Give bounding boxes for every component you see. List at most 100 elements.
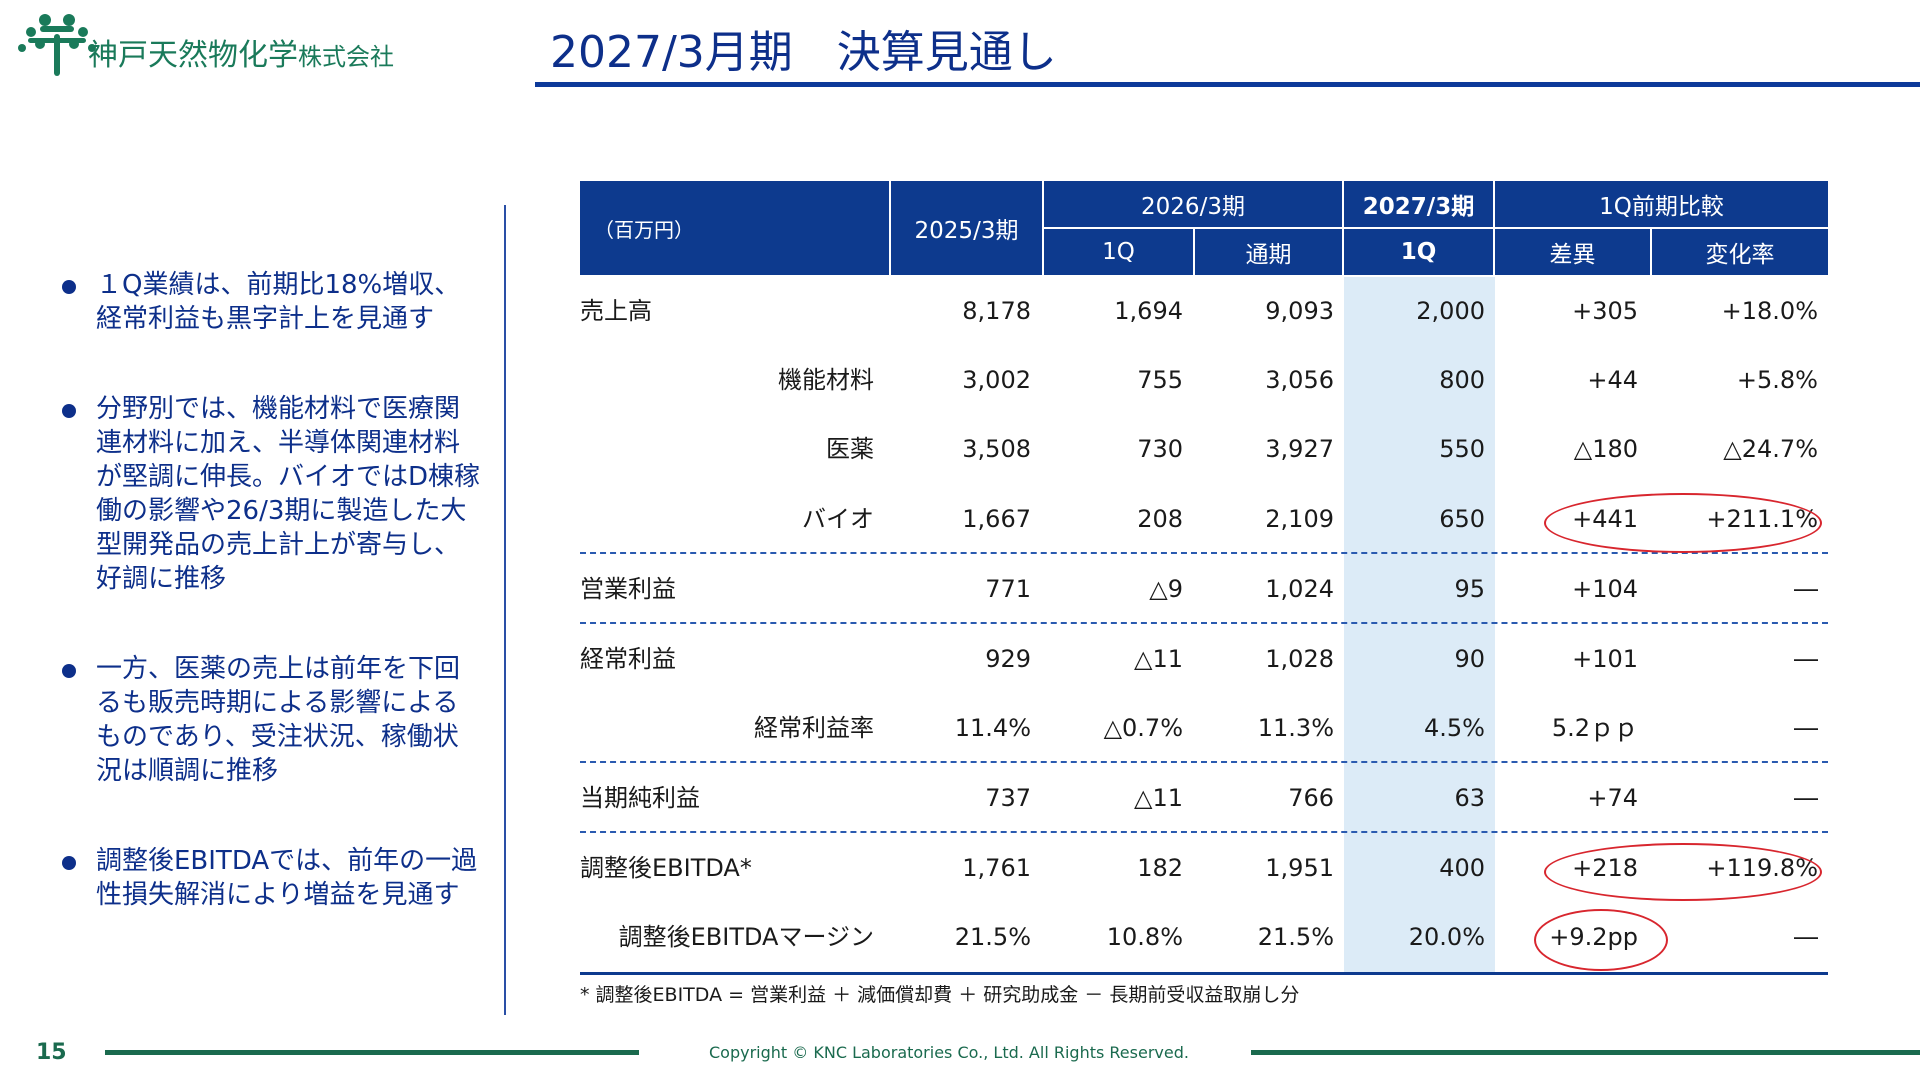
vertical-divider [504, 205, 506, 1015]
cell-rate: ― [1794, 714, 1818, 742]
row-label: 経常利益率 [754, 714, 874, 742]
cell-diff: +305 [1572, 297, 1638, 325]
cell-rate: ― [1794, 923, 1818, 951]
company-logo: 神戸天然物化学株式会社 [18, 12, 488, 82]
bullet-item: １Q業績は、前期比18%増収、経常利益も黒字計上を見通す [62, 268, 482, 336]
cell-2026-full: 766 [1288, 784, 1334, 812]
copyright: Copyright © KNC Laboratories Co., Ltd. A… [709, 1043, 1189, 1062]
row-label: 売上高 [580, 297, 652, 325]
cell-2026-full: 3,056 [1265, 366, 1334, 394]
cell-2026-1q: 1,694 [1114, 297, 1183, 325]
cell-2026-full: 3,927 [1265, 435, 1334, 463]
footer-rule-left [105, 1050, 639, 1055]
header-rate: 変化率 [1652, 229, 1828, 275]
header-group-2027: 2027/3期 [1344, 181, 1493, 227]
cell-2026-full: 11.3% [1257, 714, 1334, 742]
cell-2027-1q: 95 [1454, 575, 1485, 603]
cell-2026-1q: △0.7% [1103, 714, 1183, 742]
table-row: 当期純利益 737 △11 766 63 +74 ― [580, 764, 1828, 833]
table-row: 機能材料 3,002 755 3,056 800 +44 +5.8% [580, 346, 1828, 415]
cell-2027-1q: 800 [1439, 366, 1485, 394]
bullet-text: １Q業績は、前期比18%増収、経常利益も黒字計上を見通す [96, 270, 461, 334]
cell-2025: 21.5% [954, 923, 1031, 951]
cell-diff: +104 [1572, 575, 1638, 603]
table-row: 売上高 8,178 1,694 9,093 2,000 +305 +18.0% [580, 277, 1828, 346]
cell-2026-full: 9,093 [1265, 297, 1334, 325]
header-2026-1q: 1Q [1044, 229, 1193, 275]
annotation-circle-bio [1544, 493, 1822, 553]
annotation-circle-ebitda [1544, 843, 1822, 901]
bullet-dot-icon [62, 280, 76, 294]
cell-2026-full: 21.5% [1257, 923, 1334, 951]
cell-2026-1q: △11 [1134, 784, 1183, 812]
table-row: 医薬 3,508 730 3,927 550 △180 △24.7% [580, 415, 1828, 484]
row-label: 医薬 [826, 435, 874, 463]
cell-2025: 1,667 [962, 505, 1031, 533]
cell-rate: △24.7% [1723, 435, 1818, 463]
company-name-suffix: 株式会社 [298, 43, 394, 71]
bullet-text: 分野別では、機能材料で医療関連材料に加え、半導体関連材料が堅調に伸長。バイオでは… [96, 394, 481, 594]
cell-2026-1q: 730 [1137, 435, 1183, 463]
footer-rule-right [1251, 1050, 1920, 1055]
row-label: 調整後EBITDA* [580, 854, 752, 882]
footnote: * 調整後EBITDA = 営業利益 ＋ 減価償却費 ＋ 研究助成金 － 長期前… [580, 984, 1300, 1006]
cell-diff: △180 [1573, 435, 1638, 463]
table-row: 経常利益 929 △11 1,028 90 +101 ― [580, 625, 1828, 694]
cell-2027-1q: 400 [1439, 854, 1485, 882]
bullet-item: 分野別では、機能材料で医療関連材料に加え、半導体関連材料が堅調に伸長。バイオでは… [62, 392, 482, 596]
cell-2026-full: 1,951 [1265, 854, 1334, 882]
table-bottom-rule [580, 972, 1828, 975]
cell-diff: +101 [1572, 645, 1638, 673]
cell-2026-1q: 208 [1137, 505, 1183, 533]
cell-2027-1q: 4.5% [1424, 714, 1485, 742]
header-2026-full: 通期 [1195, 229, 1342, 275]
bullet-dot-icon [62, 664, 76, 678]
table-row: 調整後EBITDAマージン 21.5% 10.8% 21.5% 20.0% +9.2pp ― [580, 903, 1828, 972]
page-number: 15 [36, 1040, 67, 1065]
row-label: 調整後EBITDAマージン [618, 923, 874, 951]
header-group-2026: 2026/3期 [1044, 181, 1342, 227]
highlight-column-2027-1q [1344, 277, 1495, 974]
summary-bullets: １Q業績は、前期比18%増収、経常利益も黒字計上を見通す 分野別では、機能材料で… [62, 268, 482, 968]
row-separator [580, 622, 1828, 624]
cell-2026-1q: △9 [1149, 575, 1183, 603]
header-group-compare: 1Q前期比較 [1495, 181, 1828, 227]
cell-2025: 1,761 [962, 854, 1031, 882]
row-label: 当期純利益 [580, 784, 700, 812]
row-label: 機能材料 [778, 366, 874, 394]
cell-2027-1q: 650 [1439, 505, 1485, 533]
header-diff: 差異 [1495, 229, 1650, 275]
cell-rate: ― [1794, 784, 1818, 812]
bullet-dot-icon [62, 856, 76, 870]
cell-2026-full: 2,109 [1265, 505, 1334, 533]
cell-2025: 771 [985, 575, 1031, 603]
cell-2027-1q: 550 [1439, 435, 1485, 463]
cell-diff: +44 [1587, 366, 1638, 394]
cell-2025: 11.4% [954, 714, 1031, 742]
cell-2025: 8,178 [962, 297, 1031, 325]
row-separator [580, 552, 1828, 554]
table-row: 経常利益率 11.4% △0.7% 11.3% 4.5% 5.2ｐｐ ― [580, 694, 1828, 763]
cell-2027-1q: 90 [1454, 645, 1485, 673]
row-label: 経常利益 [580, 645, 676, 673]
cell-2025: 737 [985, 784, 1031, 812]
bullet-dot-icon [62, 404, 76, 418]
cell-2027-1q: 2,000 [1416, 297, 1485, 325]
cell-rate: ― [1794, 575, 1818, 603]
row-label: バイオ [802, 505, 874, 533]
cell-rate: +5.8% [1736, 366, 1818, 394]
cell-2026-full: 1,024 [1265, 575, 1334, 603]
cell-2027-1q: 20.0% [1408, 923, 1485, 951]
company-name: 神戸天然物化学株式会社 [88, 30, 394, 74]
table-row: 営業利益 771 △9 1,024 95 +104 ― [580, 555, 1828, 624]
row-label: 営業利益 [580, 575, 676, 603]
cell-2026-1q: 182 [1137, 854, 1183, 882]
bullet-text: 一方、医薬の売上は前年を下回るも販売時期による影響によるものであり、受注状況、稼… [96, 654, 461, 786]
header-2025: 2025/3期 [891, 181, 1042, 275]
cell-rate: ― [1794, 645, 1818, 673]
row-separator [580, 761, 1828, 763]
cell-2026-1q: 10.8% [1106, 923, 1183, 951]
bullet-item: 一方、医薬の売上は前年を下回るも販売時期による影響によるものであり、受注状況、稼… [62, 652, 482, 788]
annotation-circle-margin [1534, 909, 1668, 971]
bullet-item: 調整後EBITDAでは、前年の一過性損失解消により増益を見通す [62, 844, 482, 912]
